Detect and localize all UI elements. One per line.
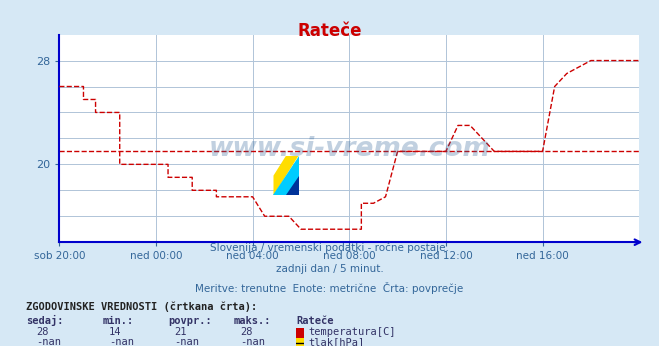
Text: sedaj:: sedaj: <box>26 315 64 326</box>
Text: 28: 28 <box>36 327 49 337</box>
Text: Slovenija / vremenski podatki - ročne postaje.: Slovenija / vremenski podatki - ročne po… <box>210 242 449 253</box>
Text: zadnji dan / 5 minut.: zadnji dan / 5 minut. <box>275 264 384 274</box>
Text: temperatura[C]: temperatura[C] <box>308 327 396 337</box>
Text: -nan: -nan <box>241 337 266 346</box>
Text: maks.:: maks.: <box>234 316 272 326</box>
Text: 14: 14 <box>109 327 121 337</box>
Text: povpr.:: povpr.: <box>168 316 212 326</box>
Polygon shape <box>273 156 299 195</box>
Text: ZGODOVINSKE VREDNOSTI (črtkana črta):: ZGODOVINSKE VREDNOSTI (črtkana črta): <box>26 301 258 312</box>
Text: 21: 21 <box>175 327 187 337</box>
Text: Meritve: trenutne  Enote: metrične  Črta: povprečje: Meritve: trenutne Enote: metrične Črta: … <box>195 282 464 294</box>
Text: Rateče: Rateče <box>297 22 362 40</box>
Text: www.si-vreme.com: www.si-vreme.com <box>208 136 490 162</box>
Polygon shape <box>286 176 299 195</box>
Text: -nan: -nan <box>36 337 61 346</box>
Polygon shape <box>273 156 299 195</box>
Text: -nan: -nan <box>175 337 200 346</box>
Text: 28: 28 <box>241 327 253 337</box>
Text: min.:: min.: <box>102 316 133 326</box>
Text: tlak[hPa]: tlak[hPa] <box>308 337 364 346</box>
Text: Rateče: Rateče <box>297 316 334 326</box>
Text: -nan: -nan <box>109 337 134 346</box>
